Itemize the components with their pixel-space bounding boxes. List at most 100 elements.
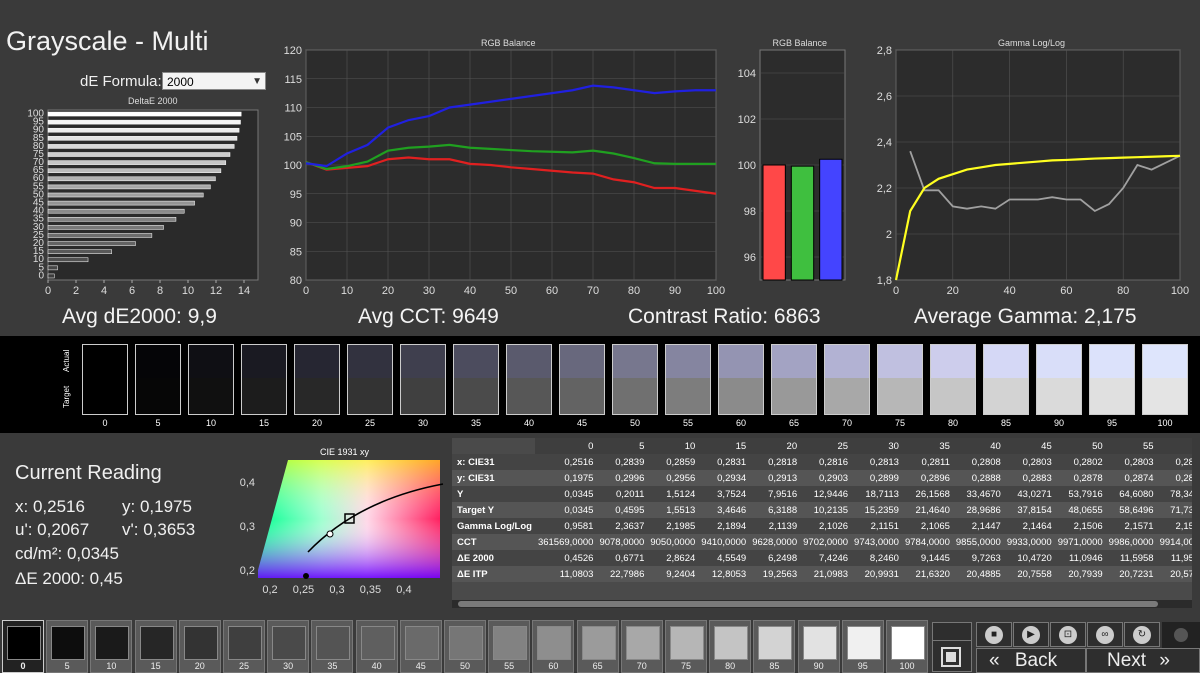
table-row: Target Y 0,0345 0,4595 1,5513 3,4646 6,3188 10…	[452, 502, 1192, 518]
grayscale-patch-button-55[interactable]: 55	[488, 620, 531, 673]
rgb-series-line-1	[305, 143, 716, 171]
grayscale-patch-button-100[interactable]: 100	[886, 620, 928, 673]
grayscale-patch-button-0[interactable]: 0	[2, 620, 44, 673]
table-cell: 64,6080	[1119, 488, 1154, 500]
patch-label: 75	[680, 661, 691, 671]
table-scrollbar[interactable]	[452, 600, 1192, 608]
table-cell: 0,2816	[818, 456, 849, 468]
grayscale-patch-button-5[interactable]: 5	[46, 620, 89, 673]
table-scrollbar-thumb[interactable]	[458, 601, 1158, 607]
gamma-ytick-2,8: 2,8	[877, 45, 892, 57]
rgb-xtick-100: 100	[707, 285, 725, 297]
deltae-ytick-75: 75	[33, 149, 45, 160]
table-cell: 71,7348	[1170, 504, 1192, 516]
table-cell: 0,2883	[1022, 472, 1052, 484]
rgb-ytick-95: 95	[290, 189, 302, 201]
patch-label: 80	[725, 661, 736, 671]
patch-swatch	[758, 626, 793, 660]
cie-xtick-0,4: 0,4	[396, 584, 411, 596]
table-row: CCT 361569,0000 9078,0000 9050,0000 9410,000…	[452, 534, 1192, 550]
patch-label: 60	[548, 661, 559, 671]
deltae-bar-75	[47, 152, 231, 157]
current-reading-heading: Current Reading	[15, 462, 162, 484]
swatch-target-55	[665, 378, 711, 415]
deltae-bar-85	[47, 136, 238, 141]
table-row: Y 0,0345 0,2011 1,5124 3,7524 7,9516 12,9446 18…	[452, 486, 1192, 502]
grayscale-patch-button-15[interactable]: 15	[134, 620, 177, 673]
rgb-xtick-90: 90	[669, 285, 681, 297]
grayscale-patch-button-70[interactable]: 70	[620, 620, 663, 673]
grayscale-patch-button-40[interactable]: 40	[355, 620, 398, 673]
table-cell: 33,4670	[966, 488, 1001, 500]
de-formula-select[interactable]: 2000 ▼	[162, 72, 266, 90]
measured-point	[326, 530, 334, 538]
table-cell: 9,1445	[920, 552, 950, 564]
table-cell: 9914,0000	[1159, 536, 1192, 548]
patch-swatch	[51, 626, 86, 660]
deltae-bar-60	[47, 176, 216, 182]
grayscale-patch-button-75[interactable]: 75	[665, 620, 707, 673]
cie-diagram: 0,2 0,25 0,3 0,35 0,4 0,4 0,3 0,2	[240, 460, 444, 596]
table-cell: 2,1502	[1175, 520, 1192, 532]
next-button[interactable]: Next »	[1086, 648, 1200, 673]
swatch-target-0	[82, 378, 128, 415]
deltae-xtick-12: 12	[210, 285, 222, 297]
reading-y: y: 0,1975	[122, 497, 192, 516]
patch-swatch	[272, 626, 307, 660]
swatch-target-95	[1089, 378, 1135, 415]
grayscale-patch-button-80[interactable]: 80	[709, 620, 752, 673]
stop-square-button[interactable]	[932, 640, 972, 672]
grayscale-patch-button-90[interactable]: 90	[797, 620, 840, 673]
rgbbar-ytick-102: 102	[738, 114, 756, 126]
gamma-ytick-1,8: 1,8	[877, 275, 892, 287]
grayscale-patch-button-45[interactable]: 45	[399, 620, 442, 673]
grayscale-patch-button-95[interactable]: 95	[841, 620, 884, 673]
refresh-button[interactable]: ↻	[1124, 622, 1160, 647]
rgbbar-ytick-96: 96	[744, 252, 756, 264]
grayscale-patch-button-20[interactable]: 20	[178, 620, 221, 673]
side-button[interactable]	[1162, 622, 1200, 648]
grayscale-patch-button-30[interactable]: 30	[267, 620, 310, 673]
rgb-line-title: RGB Balance	[481, 38, 536, 48]
grayscale-patch-button-85[interactable]: 85	[753, 620, 796, 673]
gamma-title: Gamma Log/Log	[998, 38, 1065, 48]
deltae-ytick-40: 40	[33, 206, 45, 217]
stop-button[interactable]: ■	[976, 622, 1012, 647]
patch-label: 40	[371, 661, 382, 671]
grayscale-patch-button-50[interactable]: 50	[444, 620, 486, 673]
grayscale-patch-button-60[interactable]: 60	[532, 620, 575, 673]
patch-swatch	[537, 626, 572, 660]
grayscale-patch-button-35[interactable]: 35	[311, 620, 354, 673]
table-cell: 0,2934	[717, 472, 747, 484]
gamma-xtick-100: 100	[1171, 285, 1189, 297]
deltae-bar-5	[47, 265, 58, 271]
grayscale-patch-button-25[interactable]: 25	[223, 620, 265, 673]
table-row-label: Gamma Log/Log	[457, 520, 532, 532]
swatch-label-100: 100	[1157, 418, 1173, 428]
deltae-ytick-95: 95	[33, 117, 45, 128]
back-button[interactable]: « Back	[976, 648, 1086, 673]
table-header-35: 35	[901, 438, 953, 454]
loop-button[interactable]: ∞	[1087, 622, 1123, 647]
frame-button[interactable]: ⊡	[1050, 622, 1086, 647]
table-cell: 0,2903	[818, 472, 849, 484]
reading-de: ΔE 2000: 0,45	[15, 569, 123, 588]
rgb-xtick-0: 0	[303, 285, 309, 297]
table-cell: 6,3188	[768, 504, 798, 516]
swatch-target-45	[559, 378, 605, 415]
table-row: y: CIE31 0,1975 0,2996 0,2956 0,2934 0,2913 0,…	[452, 470, 1192, 486]
deltae-bar-40	[47, 208, 185, 214]
play-button[interactable]: ▶	[1013, 622, 1049, 647]
swatch-target-20	[294, 378, 340, 415]
rgbbar-ytick-104: 104	[738, 68, 756, 80]
grayscale-patch-button-65[interactable]: 65	[576, 620, 619, 673]
table-cell: 26,1568	[915, 488, 950, 500]
back-label: Back	[1014, 650, 1058, 671]
table-cell: 0,2831	[717, 456, 747, 468]
patch-swatch	[316, 626, 351, 660]
deltae-xtick-2: 2	[73, 285, 79, 297]
grayscale-patch-button-10[interactable]: 10	[90, 620, 133, 673]
patch-swatch	[625, 626, 660, 660]
swatch-label-20: 20	[311, 418, 322, 428]
